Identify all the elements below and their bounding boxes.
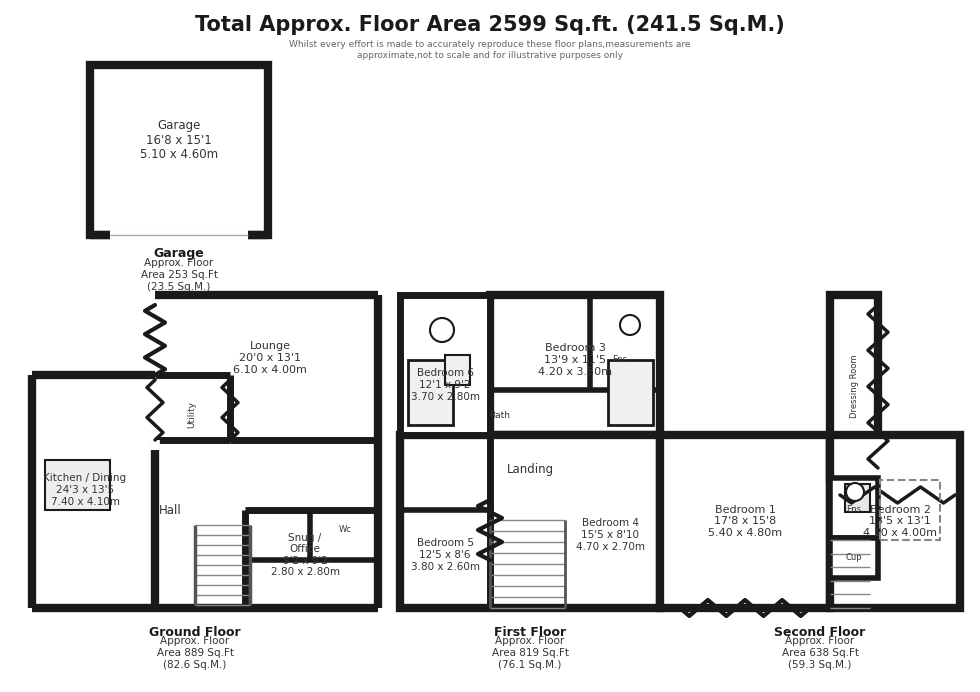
Text: Ground Floor: Ground Floor [149, 626, 241, 639]
Circle shape [846, 483, 864, 501]
Bar [830, 435, 960, 608]
Bar [90, 65, 268, 235]
Text: Snug /
Office
9'2 x 9'2
2.80 x 2.80m: Snug / Office 9'2 x 9'2 2.80 x 2.80m [270, 533, 339, 577]
Text: Approx. Floor
Area 253 Sq.Ft
(23.5 Sq.M.): Approx. Floor Area 253 Sq.Ft (23.5 Sq.M.… [140, 258, 218, 291]
Text: Ens: Ens [612, 356, 627, 365]
Text: Utility: Utility [187, 401, 197, 428]
Text: Kitchen / Dining
24'3 x 13'5
7.40 x 4.10m: Kitchen / Dining 24'3 x 13'5 7.40 x 4.10… [43, 473, 126, 507]
Bar [45, 460, 110, 510]
Circle shape [620, 315, 640, 335]
Text: Landing: Landing [507, 464, 554, 477]
Text: Cup: Cup [846, 554, 862, 563]
Bar [880, 480, 940, 540]
Text: Bedroom 6
12'1 x 9'2
3.70 x 2.80m: Bedroom 6 12'1 x 9'2 3.70 x 2.80m [411, 368, 479, 401]
Text: Garage
16'8 x 15'1
5.10 x 4.60m: Garage 16'8 x 15'1 5.10 x 4.60m [140, 118, 219, 161]
Bar [830, 478, 878, 538]
Bar [445, 355, 470, 385]
Text: Approx. Floor
Area 638 Sq.Ft
(59.3 Sq.M.): Approx. Floor Area 638 Sq.Ft (59.3 Sq.M.… [781, 637, 858, 670]
Text: Garage: Garage [154, 246, 205, 260]
Text: Lounge
20'0 x 13'1
6.10 x 4.00m: Lounge 20'0 x 13'1 6.10 x 4.00m [233, 341, 307, 374]
Bar [830, 295, 878, 478]
Text: Wc: Wc [338, 525, 352, 534]
Text: Approx. Floor
Area 889 Sq.Ft
(82.6 Sq.M.): Approx. Floor Area 889 Sq.Ft (82.6 Sq.M.… [157, 637, 233, 670]
Bar [608, 360, 653, 425]
Bar [408, 360, 453, 425]
Circle shape [430, 318, 454, 342]
Text: Bedroom 2
13'5 x 13'1
4.10 x 4.00m: Bedroom 2 13'5 x 13'1 4.10 x 4.00m [863, 505, 937, 538]
Text: Bath: Bath [489, 410, 511, 419]
Bar [400, 435, 660, 608]
Text: Whilst every effort is made to accurately reproduce these floor plans,measuremen: Whilst every effort is made to accuratel… [289, 40, 691, 60]
Bar [490, 295, 660, 435]
Bar [400, 295, 490, 435]
Text: Second Floor: Second Floor [774, 626, 865, 639]
Text: Dressing Room: Dressing Room [850, 355, 858, 418]
Text: Bedroom 1
17'8 x 15'8
5.40 x 4.80m: Bedroom 1 17'8 x 15'8 5.40 x 4.80m [708, 505, 782, 538]
Text: Approx. Floor
Area 819 Sq.Ft
(76.1 Sq.M.): Approx. Floor Area 819 Sq.Ft (76.1 Sq.M.… [492, 637, 568, 670]
Text: Bedroom 4
15'5 x 8'10
4.70 x 2.70m: Bedroom 4 15'5 x 8'10 4.70 x 2.70m [575, 518, 645, 552]
Text: Bedroom 5
12'5 x 8'6
3.80 x 2.60m: Bedroom 5 12'5 x 8'6 3.80 x 2.60m [411, 538, 479, 572]
Text: Bedroom 3
13'9 x 11'5
4.20 x 3.50m: Bedroom 3 13'9 x 11'5 4.20 x 3.50m [538, 343, 612, 376]
Text: Ens: Ens [847, 505, 861, 514]
Bar [830, 538, 878, 578]
Bar [845, 484, 870, 512]
Text: Hall: Hall [159, 504, 181, 516]
Text: Total Approx. Floor Area 2599 Sq.ft. (241.5 Sq.M.): Total Approx. Floor Area 2599 Sq.ft. (24… [195, 15, 785, 35]
Bar [660, 435, 830, 608]
Text: First Floor: First Floor [494, 626, 566, 639]
